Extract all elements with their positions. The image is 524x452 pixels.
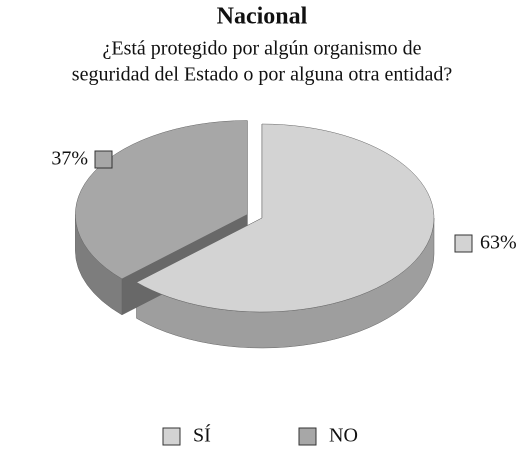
data-label: 37% (51, 148, 88, 170)
slice (136, 123, 435, 313)
legend-swatch (298, 427, 317, 446)
legend-label: SÍ (193, 424, 211, 447)
chart-subtitle: seguridad del Estado o por alguna otra e… (72, 64, 453, 86)
label-swatch (94, 150, 113, 169)
slice (75, 120, 248, 280)
legend-label: NO (329, 425, 358, 447)
chart-title: Nacional (217, 4, 308, 30)
chart-subtitle: ¿Está protegido por algún organismo de (102, 38, 421, 60)
data-label: 63% (480, 232, 517, 254)
label-swatch (454, 234, 473, 253)
legend-swatch (162, 427, 181, 446)
